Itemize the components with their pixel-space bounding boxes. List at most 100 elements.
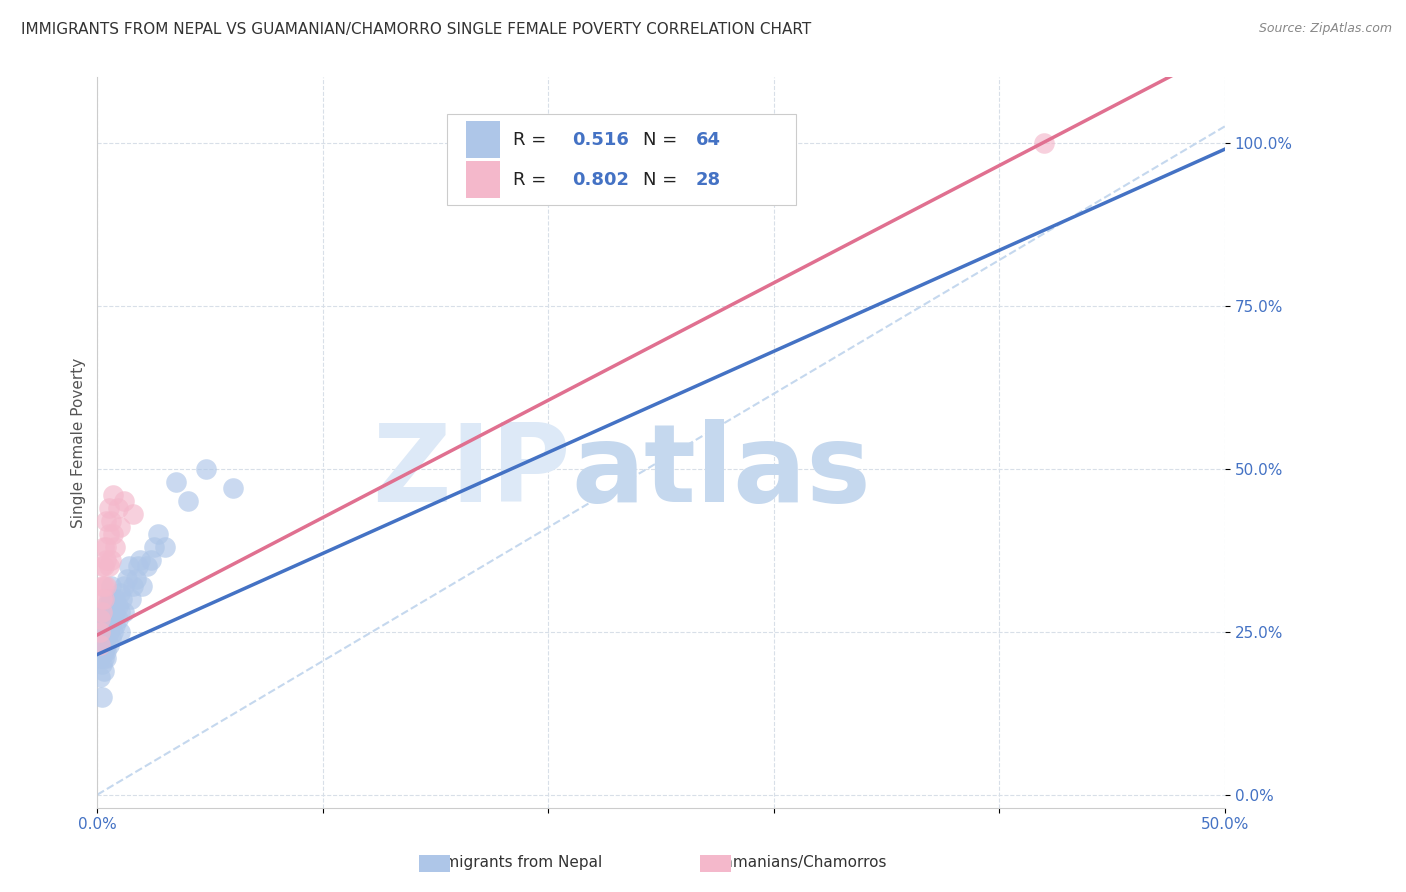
Point [93,638,115,652]
Point [141,553,163,567]
Point [100,592,122,607]
Point [153,540,176,554]
Text: N =: N = [643,130,683,148]
Point [107,599,129,613]
Point [104,618,127,632]
Point [97,559,120,574]
Point [101,488,124,502]
Text: Guamanians/Chamorros: Guamanians/Chamorros [702,855,887,870]
Text: R =: R = [513,130,553,148]
Point [100,618,122,632]
Point [100,631,122,645]
Point [97,526,120,541]
Point [100,605,122,619]
Point [89,638,111,652]
Point [90,657,112,672]
Point [93,618,115,632]
Point [100,579,122,593]
Point [104,592,127,607]
Point [90,631,112,645]
Point [93,605,115,619]
Point [101,624,124,639]
Text: IMMIGRANTS FROM NEPAL VS GUAMANIAN/CHAMORRO SINGLE FEMALE POVERTY CORRELATION CH: IMMIGRANTS FROM NEPAL VS GUAMANIAN/CHAMO… [21,22,811,37]
Point [89,624,111,639]
Point [122,508,145,522]
Point [89,650,111,665]
Point [93,631,115,645]
Point [97,611,120,625]
Point [96,644,118,658]
Point [96,599,118,613]
Point [131,579,153,593]
Point [90,592,112,607]
Point [112,579,135,593]
Point [129,553,152,567]
Point [194,461,217,475]
Point [165,475,187,489]
Point [101,611,124,625]
Point [96,553,118,567]
Text: 28: 28 [696,170,721,189]
Text: 0.802: 0.802 [572,170,628,189]
Point [90,644,112,658]
Point [96,638,118,652]
Text: ZIP: ZIP [373,418,571,524]
Point [120,592,142,607]
Point [93,650,115,665]
Point [104,540,127,554]
Text: 64: 64 [696,130,721,148]
Point [148,526,170,541]
Point [176,494,198,508]
Text: atlas: atlas [571,418,870,524]
Point [118,559,141,574]
Point [96,540,118,554]
Point [125,573,148,587]
Point [89,611,111,625]
Text: Source: ZipAtlas.com: Source: ZipAtlas.com [1258,22,1392,36]
Point [93,664,115,678]
Point [93,611,115,625]
Point [115,573,138,587]
Point [142,540,165,554]
Point [96,611,118,625]
Point [108,520,131,534]
Point [107,611,129,625]
Point [90,559,112,574]
Text: N =: N = [643,170,683,189]
Point [101,599,124,613]
Point [97,592,120,607]
Text: R =: R = [513,170,553,189]
Point [93,579,115,593]
Point [100,553,122,567]
Point [90,618,112,632]
Point [93,559,115,574]
Point [107,500,129,515]
Point [108,605,131,619]
Point [93,644,115,658]
Point [90,690,112,704]
Point [122,579,145,593]
Point [101,526,124,541]
Point [89,670,111,684]
Point [97,500,120,515]
Point [111,592,134,607]
Point [89,638,111,652]
Point [90,579,112,593]
Point [108,585,131,599]
Point [100,514,122,528]
Point [96,650,118,665]
Point [104,605,127,619]
Text: 0.516: 0.516 [572,130,628,148]
Point [93,624,115,639]
Point [127,559,149,574]
Point [90,605,112,619]
Point [1033,136,1056,150]
Point [221,481,243,495]
Point [96,624,118,639]
FancyBboxPatch shape [465,121,501,158]
Point [108,624,131,639]
Point [112,494,135,508]
Point [96,514,118,528]
Point [136,559,159,574]
FancyBboxPatch shape [447,114,796,205]
